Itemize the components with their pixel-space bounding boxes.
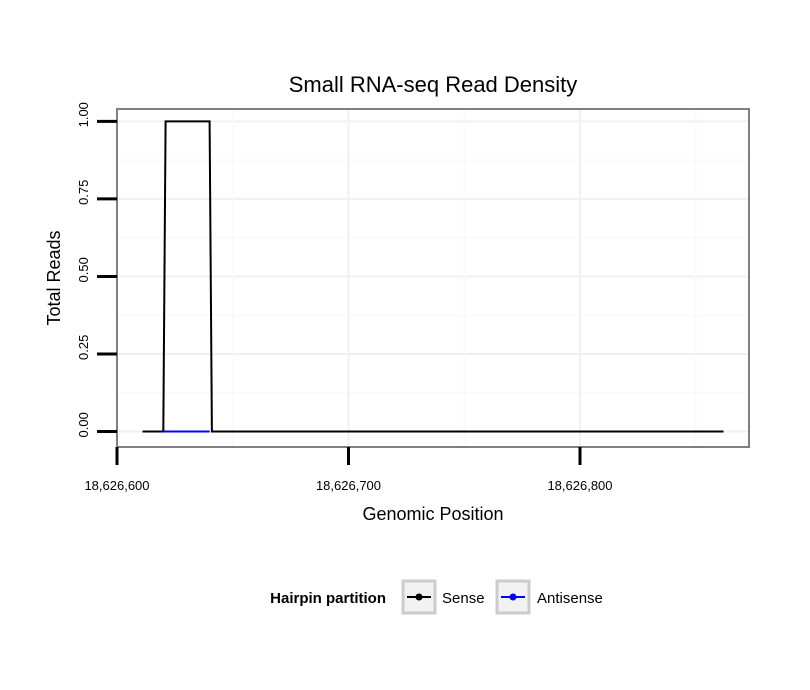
legend-label-antisense: Antisense	[537, 590, 603, 607]
x-tick-label: 18,626,600	[84, 478, 149, 493]
grid-lines	[116, 109, 749, 447]
legend-dot-antisense	[509, 593, 517, 601]
legend-dot-sense	[415, 593, 423, 601]
y-tick-label: 0.00	[76, 412, 91, 437]
chart-title: Small RNA-seq Read Density	[289, 72, 578, 97]
x-axis-label: Genomic Position	[362, 504, 503, 524]
x-tick-label: 18,626,700	[316, 478, 381, 493]
legend: Hairpin partition Sense Antisense	[270, 579, 603, 615]
y-tick-label: 0.25	[76, 335, 91, 360]
y-tick-label: 1.00	[76, 102, 91, 127]
y-axis-label: Total Reads	[44, 230, 64, 325]
legend-label-sense: Sense	[442, 590, 485, 607]
y-tick-label: 0.75	[76, 180, 91, 205]
x-axis: 18,626,600 18,626,700 18,626,800	[84, 447, 613, 493]
x-tick-label: 18,626,800	[547, 478, 612, 493]
series-layer	[142, 120, 724, 433]
y-tick-label: 0.50	[76, 257, 91, 282]
series-line-sense	[142, 120, 724, 433]
y-axis: 0.00 0.25 0.50 0.75 1.00	[76, 102, 117, 437]
legend-title: Hairpin partition	[270, 590, 386, 607]
plot-panel-border	[116, 108, 750, 448]
